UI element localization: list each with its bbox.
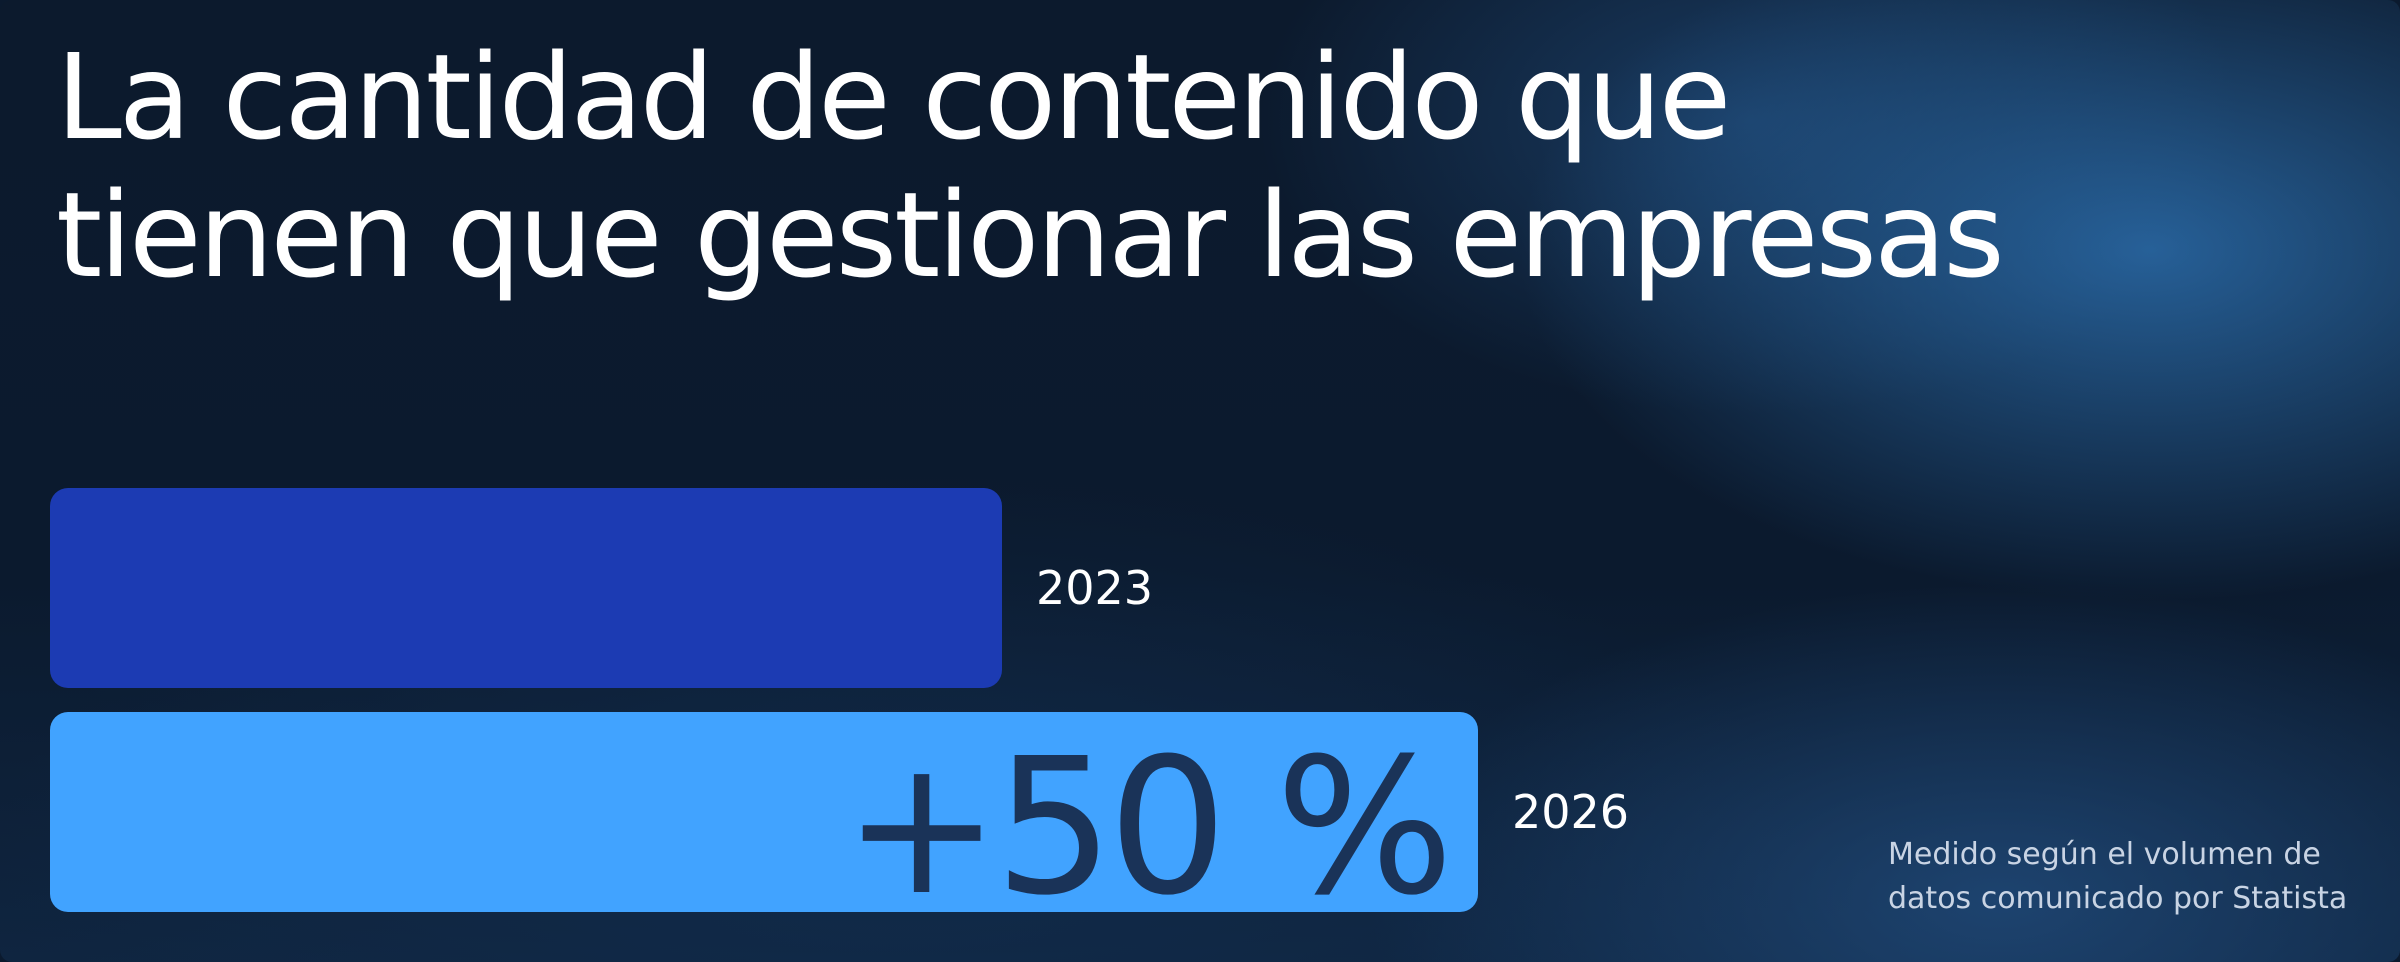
chart-title-line-2: tienen que gestionar las empresas [56, 166, 2005, 304]
source-note-line-1: Medido según el volumen de [1888, 837, 2321, 872]
bar-2026 [50, 712, 1478, 912]
source-note: Medido según el volumen de datos comunic… [1888, 833, 2348, 921]
chart-title-line-1: La cantidad de contenido que [56, 28, 1731, 166]
category-label-2026: 2026 [1512, 785, 1629, 839]
source-note-line-2: datos comunicado por Statista [1888, 881, 2348, 916]
chart-title: La cantidad de contenido que tienen que … [56, 28, 2056, 304]
category-label-2023: 2023 [1036, 561, 1153, 615]
bar-value-label-2026: +50 % [843, 718, 1448, 937]
bar-2023 [50, 488, 1002, 688]
